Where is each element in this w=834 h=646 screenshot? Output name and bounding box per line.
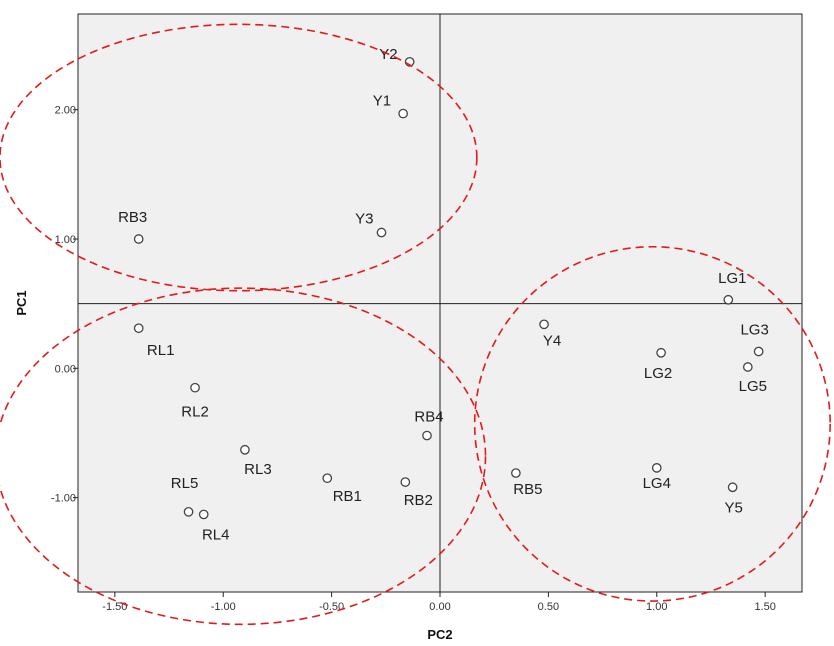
x-axis: -1.50 -1.00 -0.50 0.00 0.50 1.00 1.50: [102, 592, 776, 613]
data-point-label: RL3: [244, 461, 272, 478]
data-point-label: LG4: [643, 475, 671, 492]
y-tick-label: 1.00: [55, 234, 76, 246]
y-axis-title: PC1: [14, 290, 29, 315]
data-point-label: LG3: [740, 321, 768, 338]
data-point: [723, 294, 734, 305]
data-point: [322, 473, 333, 484]
data-point-label: RB5: [513, 481, 542, 498]
x-tick-label: 1.00: [646, 601, 667, 613]
y-tick-label: 2.00: [55, 105, 76, 117]
data-point: [742, 362, 753, 372]
cluster-ellipse: [0, 23, 478, 292]
data-point: [398, 108, 408, 119]
data-point-label: Y1: [373, 93, 391, 110]
data-point: [656, 347, 666, 358]
x-tick-label: -1.50: [102, 601, 127, 613]
data-point: [422, 430, 432, 441]
data-point: [400, 477, 411, 487]
x-tick-label: -1.00: [211, 601, 236, 613]
cluster-ellipse: [0, 287, 487, 626]
data-point-label: LG1: [718, 270, 746, 287]
data-point-label: LG2: [644, 365, 672, 382]
data-point-label: RL2: [181, 404, 209, 421]
x-tick-label: 0.50: [538, 601, 559, 613]
data-point: [240, 444, 250, 455]
data-point: [539, 319, 549, 330]
data-point-label: Y5: [724, 499, 742, 516]
data-point: [133, 323, 144, 334]
data-point-label: RB2: [404, 492, 433, 509]
y-tick-label: 0.00: [55, 363, 76, 375]
data-point-label: RB3: [118, 209, 147, 226]
data-point: [727, 482, 738, 493]
data-point-label: RL5: [171, 475, 199, 492]
data-point: [511, 468, 521, 478]
y-tick-label: -1.00: [51, 493, 76, 505]
x-tick-label: -0.50: [319, 601, 344, 613]
data-point: [190, 382, 200, 393]
data-point: [376, 227, 387, 238]
cluster-ellipses: [0, 23, 831, 626]
data-point: [753, 346, 764, 357]
data-point-label: Y3: [355, 211, 373, 228]
cluster-ellipse: [473, 245, 831, 602]
data-point-label: Y4: [543, 332, 561, 349]
data-point-label: RL1: [147, 342, 175, 359]
x-tick-label: 1.50: [754, 601, 775, 613]
data-point-label: RL4: [202, 526, 230, 543]
reference-lines: [78, 14, 802, 592]
data-point: [651, 463, 662, 473]
y-axis: -1.00 0.00 1.00 2.00: [51, 105, 78, 505]
data-point: [198, 509, 209, 520]
data-point: [133, 234, 144, 244]
x-tick-label: 0.00: [429, 601, 450, 613]
data-point-label: RB1: [333, 488, 362, 505]
data-point: [183, 506, 194, 517]
data-point-label: LG5: [739, 378, 767, 395]
data-point-label: RB4: [414, 409, 443, 426]
x-axis-title: PC2: [427, 627, 452, 642]
